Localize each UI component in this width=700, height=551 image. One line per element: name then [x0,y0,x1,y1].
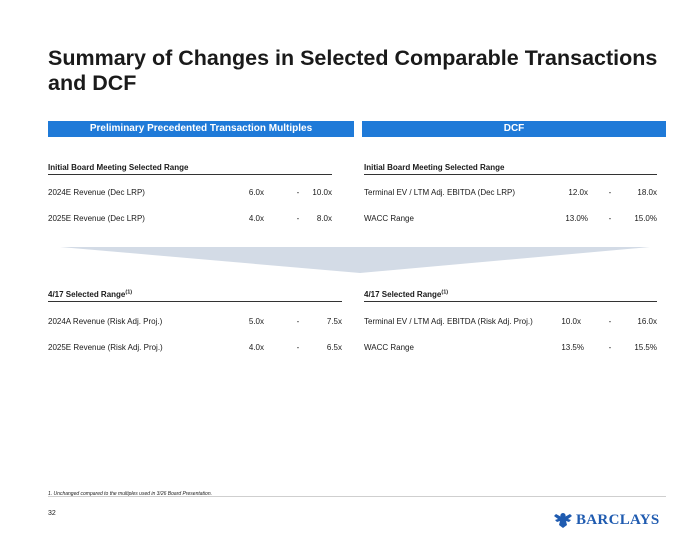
section-heading: Initial Board Meeting Selected Range [48,162,332,175]
range-low: 10.0x [561,317,581,326]
range-high: 18.0x [637,188,657,197]
range-dash: - [608,343,612,352]
section-heading: 4/17 Selected Range(1) [48,289,342,302]
range-high: 7.5x [326,317,342,326]
page-number: 32 [48,510,56,517]
section-heading: 4/17 Selected Range(1) [364,289,657,302]
range-high: 8.0x [316,214,332,223]
row-label: WACC Range [364,214,414,223]
footer-rule [48,496,666,497]
arrow-shape [60,247,650,273]
range-dash: - [608,188,612,197]
table-row: 2025E Revenue (Dec LRP) 4.0x - 8.0x [48,214,332,240]
range-low: 4.0x [248,343,264,352]
section-initial-dcf: Initial Board Meeting Selected Range Ter… [364,162,657,240]
range-high: 15.0% [634,214,657,223]
section-updated-dcf: 4/17 Selected Range(1) Terminal EV / LTM… [364,289,657,369]
row-label: WACC Range [364,343,414,352]
range-low: 5.0x [248,317,264,326]
range-dash: - [296,188,300,197]
heading-text: 4/17 Selected Range [364,290,442,299]
range-high: 10.0x [312,188,332,197]
range-dash: - [296,317,300,326]
row-label: 2025E Revenue (Dec LRP) [48,214,145,223]
table-row: 2025E Revenue (Risk Adj. Proj.) 4.0x - 6… [48,343,342,369]
table-row: WACC Range 13.5% - 15.5% [364,343,657,369]
footnote: 1. Unchanged compared to the multiples u… [48,491,212,497]
page-title: Summary of Changes in Selected Comparabl… [48,46,658,95]
footnote-marker: (1) [441,289,449,296]
table-row: Terminal EV / LTM Adj. EBITDA (Dec LRP) … [364,188,657,214]
table-row: WACC Range 13.0% - 15.0% [364,214,657,240]
row-label: 2024A Revenue (Risk Adj. Proj.) [48,317,163,326]
row-label: 2024E Revenue (Dec LRP) [48,188,145,197]
table-row: 2024A Revenue (Risk Adj. Proj.) 5.0x - 7… [48,317,342,343]
range-dash: - [296,214,300,223]
eagle-icon [554,513,572,528]
range-dash: - [608,214,612,223]
band-dcf: DCF [362,121,666,137]
range-dash: - [608,317,612,326]
range-low: 13.0% [565,214,588,223]
band-precedent-multiples: Preliminary Precedented Transaction Mult… [48,121,354,137]
range-dash: - [296,343,300,352]
range-low: 4.0x [248,214,264,223]
range-high: 6.5x [326,343,342,352]
section-initial-multiples: Initial Board Meeting Selected Range 202… [48,162,332,240]
table-row: Terminal EV / LTM Adj. EBITDA (Risk Adj.… [364,317,657,343]
barclays-logo: BARCLAYS [553,510,660,530]
row-label: Terminal EV / LTM Adj. EBITDA (Dec LRP) [364,188,516,197]
down-arrow-graphic [60,247,650,273]
section-heading: Initial Board Meeting Selected Range [364,162,657,175]
range-low: 13.5% [561,343,584,352]
table-row: 2024E Revenue (Dec LRP) 6.0x - 10.0x [48,188,332,214]
heading-text: 4/17 Selected Range [48,290,126,299]
range-high: 15.5% [634,343,657,352]
row-label: 2025E Revenue (Risk Adj. Proj.) [48,343,163,352]
range-high: 16.0x [637,317,657,326]
range-low: 6.0x [248,188,264,197]
section-updated-multiples: 4/17 Selected Range(1) 2024A Revenue (Ri… [48,289,342,369]
range-low: 12.0x [568,188,588,197]
logo-text: BARCLAYS [576,511,660,528]
footnote-marker: (1) [125,289,133,296]
row-label: Terminal EV / LTM Adj. EBITDA (Risk Adj.… [364,317,533,326]
